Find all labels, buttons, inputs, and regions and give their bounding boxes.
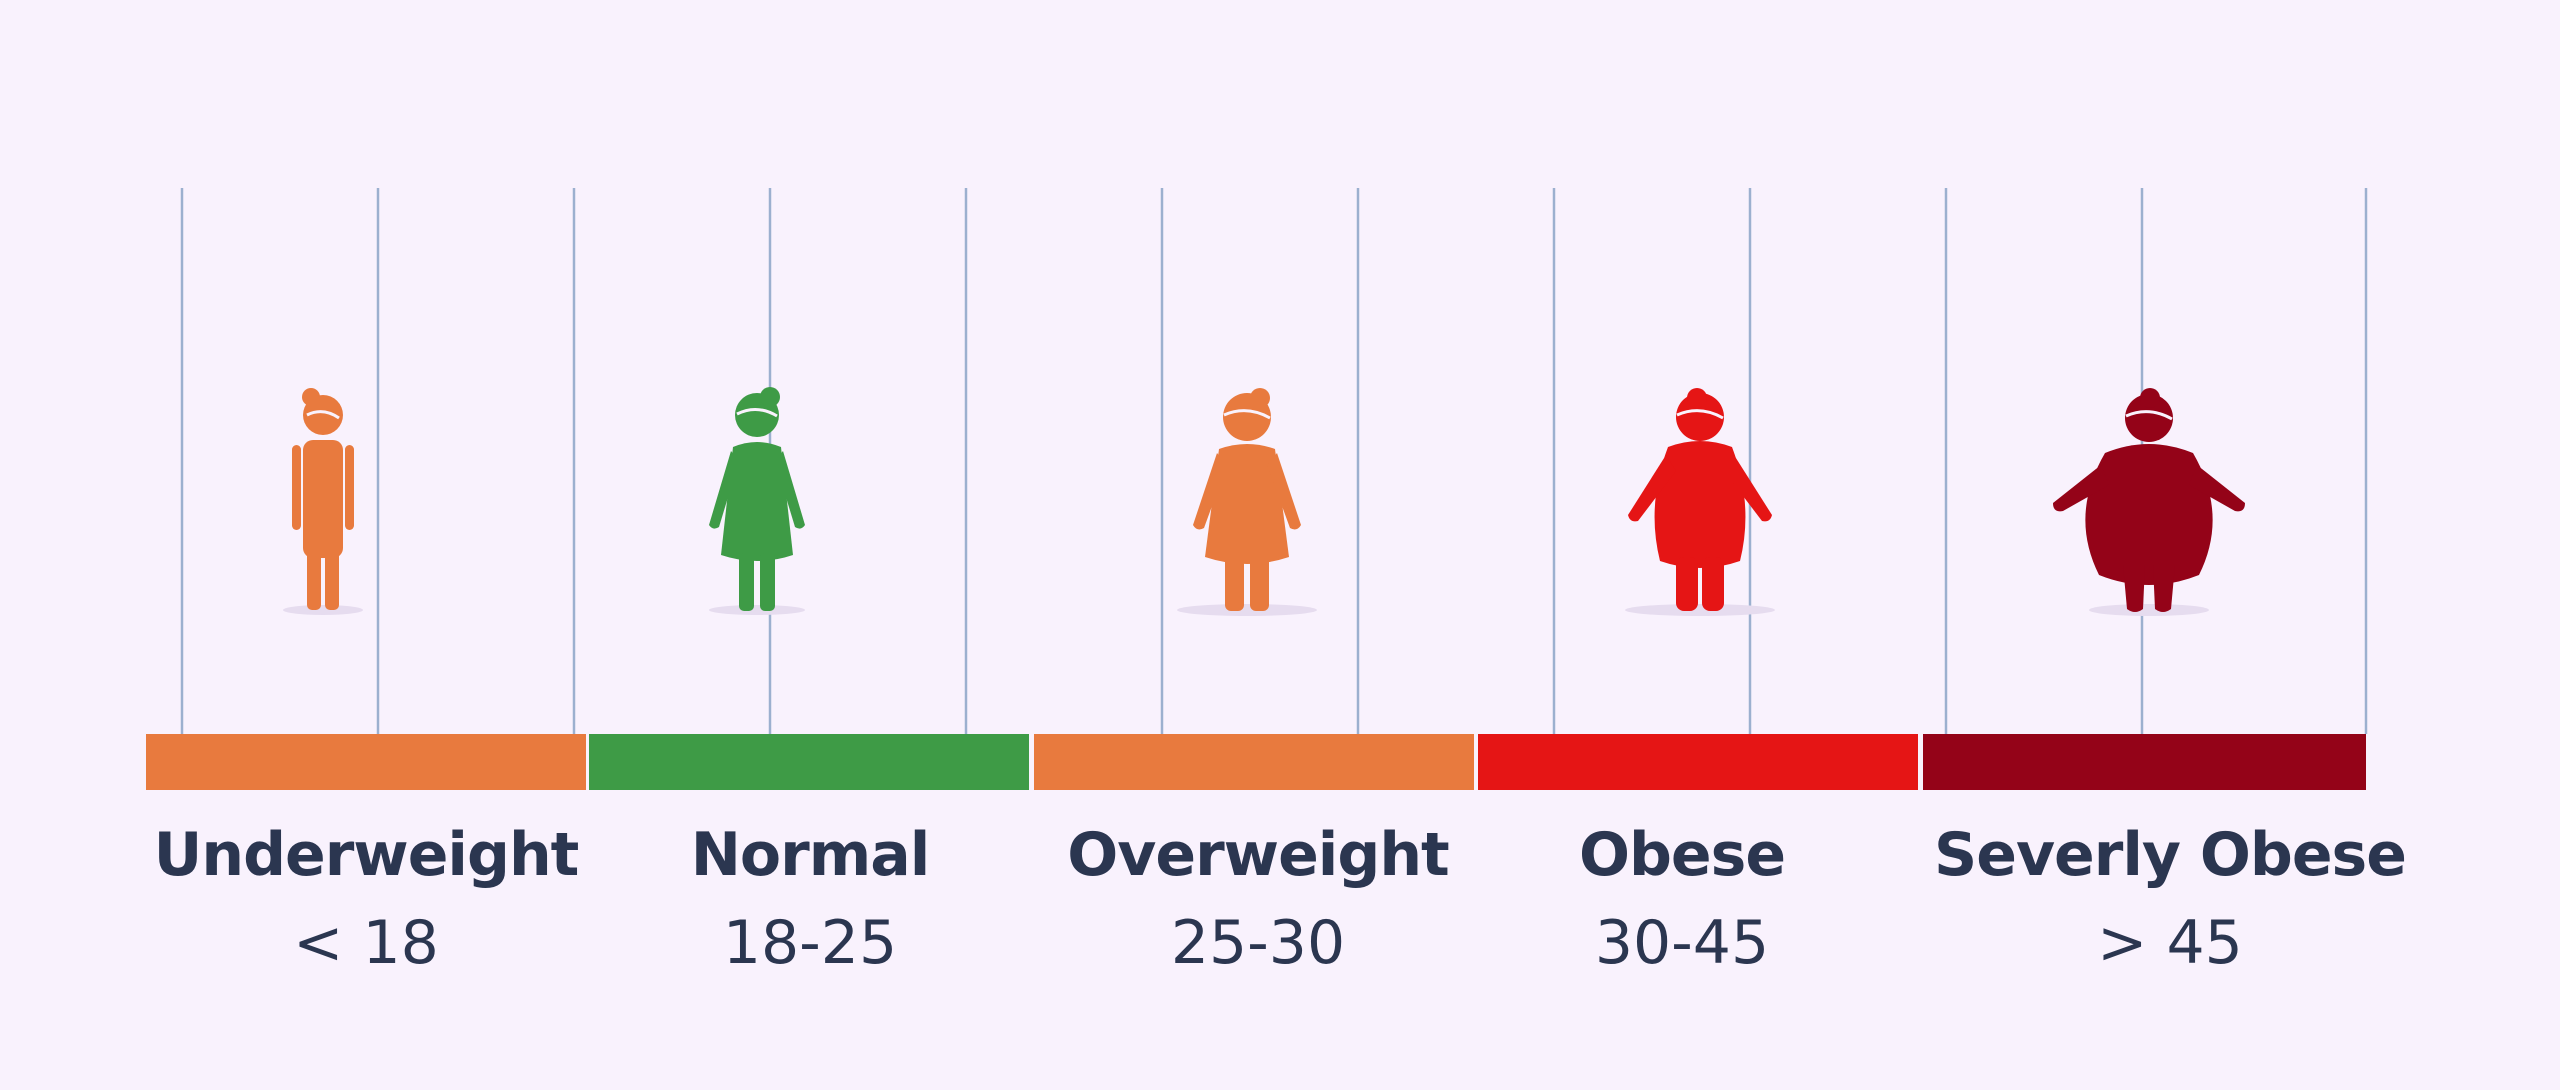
figure-shape (292, 388, 354, 610)
category-normal: Normal 18-25 (560, 815, 1060, 983)
band-normal (589, 734, 1029, 790)
band-severely-obese (1923, 734, 2366, 790)
category-severely-obese: Severly Obese > 45 (1920, 815, 2420, 983)
category-name: Underweight (153, 820, 580, 890)
category-name: Obese (1578, 820, 1786, 890)
figure-shape (2053, 388, 2245, 612)
category-name: Overweight (1067, 820, 1449, 890)
figure-shape (1628, 388, 1772, 611)
band-obese (1478, 734, 1918, 790)
category-range: < 18 (293, 908, 439, 978)
band-underweight (146, 734, 586, 790)
overweight-woman-icon (1127, 385, 1367, 625)
category-range: 30-45 (1594, 908, 1770, 978)
figure-shape (709, 387, 805, 611)
band-overweight (1034, 734, 1474, 790)
category-obese: Obese 30-45 (1432, 815, 1932, 983)
category-range: 18-25 (722, 908, 898, 978)
category-overweight: Overweight 25-30 (1008, 815, 1508, 983)
figure-shape (1193, 388, 1301, 611)
thin-woman-icon (203, 385, 443, 625)
severely-obese-woman-icon (2029, 385, 2269, 625)
category-underweight: Underweight < 18 (116, 815, 616, 983)
category-range: 25-30 (1170, 908, 1346, 978)
category-range: > 45 (2097, 908, 2243, 978)
category-name: Normal (690, 820, 931, 890)
obese-woman-icon (1580, 385, 1820, 625)
normal-woman-icon (637, 385, 877, 625)
category-name: Severly Obese (1934, 820, 2407, 890)
